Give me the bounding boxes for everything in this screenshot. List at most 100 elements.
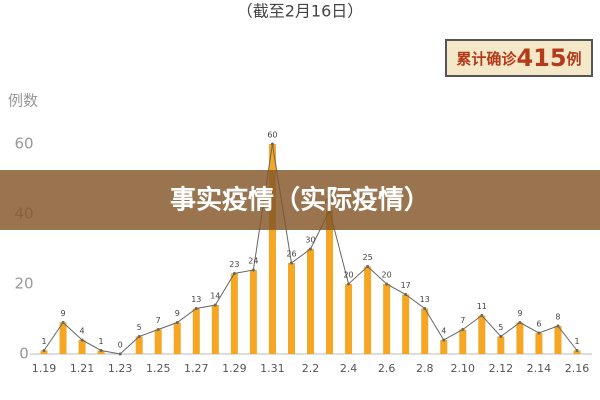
value-label: 1 — [41, 337, 46, 346]
badge: 累计确诊415例 — [445, 39, 593, 77]
point — [366, 265, 370, 268]
point — [347, 282, 351, 286]
value-label: 11 — [477, 302, 487, 311]
bar — [573, 350, 581, 354]
badge-box — [445, 39, 593, 77]
x-tick-label: 2.14 — [527, 362, 552, 375]
point — [99, 349, 103, 352]
x-tick-label: 1.29 — [222, 362, 247, 375]
bar — [59, 322, 67, 354]
bar — [440, 340, 448, 354]
value-label: 9 — [175, 309, 180, 318]
x-tick-label: 2.6 — [378, 362, 396, 375]
point — [480, 314, 484, 317]
value-label: 1 — [99, 337, 104, 346]
value-label: 20 — [382, 271, 392, 280]
bar — [345, 284, 353, 354]
bar — [249, 270, 257, 354]
value-label: 25 — [363, 253, 373, 262]
y-tick-label: 60 — [14, 135, 33, 153]
bar — [383, 284, 391, 354]
value-label: 9 — [517, 309, 522, 318]
point — [518, 321, 522, 324]
point — [232, 272, 236, 275]
bar — [154, 329, 162, 354]
x-tick-label: 1.23 — [108, 362, 133, 375]
bar — [307, 249, 314, 354]
y-axis-label: 例数 — [8, 92, 38, 110]
bar — [135, 336, 143, 354]
point — [556, 324, 560, 328]
x-tick-label: 2.10 — [451, 362, 476, 375]
value-label: 20 — [343, 271, 353, 280]
bar — [497, 336, 505, 354]
x-tick-label: 2.8 — [416, 362, 434, 375]
value-label: 8 — [555, 313, 560, 322]
x-tick-label: 1.21 — [70, 362, 95, 375]
bar — [478, 315, 486, 354]
point — [118, 352, 122, 356]
point — [575, 349, 579, 352]
point — [404, 293, 408, 296]
plot: 02040601.191.211.231.251.271.291.312.22.… — [14, 131, 589, 376]
value-label: 6 — [536, 320, 541, 329]
value-label: 9 — [60, 309, 65, 318]
bar — [326, 210, 334, 354]
x-tick-label: 1.19 — [32, 362, 57, 375]
point — [499, 335, 503, 338]
value-label: 23 — [229, 260, 239, 269]
point — [194, 307, 198, 310]
y-tick-label: 0 — [19, 345, 29, 363]
point — [137, 335, 141, 338]
banner — [0, 170, 600, 230]
y-tick-label: 20 — [14, 275, 33, 293]
point — [213, 303, 217, 307]
point — [442, 338, 446, 342]
point — [175, 321, 179, 324]
value-label: 26 — [286, 250, 296, 259]
bar — [421, 308, 429, 354]
bar — [230, 273, 238, 354]
bar — [535, 333, 543, 354]
bar — [192, 308, 200, 354]
value-label: 14 — [210, 292, 220, 301]
bar — [78, 340, 86, 354]
chart-title: （截至2月16日） — [237, 2, 364, 21]
badge-prefix: 累计确诊 — [456, 50, 517, 68]
bar — [211, 305, 219, 354]
bar — [97, 350, 105, 354]
point — [61, 321, 65, 324]
point — [80, 338, 84, 342]
value-label: 4 — [441, 327, 446, 336]
point — [270, 142, 274, 146]
bar — [173, 322, 181, 354]
value-label: 30 — [305, 236, 315, 245]
value-label: 7 — [156, 316, 161, 325]
value-label: 5 — [137, 323, 142, 332]
value-label: 60 — [267, 131, 277, 140]
value-label: 13 — [420, 295, 430, 304]
value-label: 0 — [118, 341, 123, 350]
bar — [287, 263, 295, 354]
badge-suffix: 例 — [567, 50, 582, 68]
point — [423, 307, 427, 310]
badge-text: 累计确诊415例 — [456, 44, 581, 72]
point — [461, 328, 465, 331]
value-label: 13 — [191, 295, 201, 304]
point — [289, 261, 293, 265]
bar — [554, 326, 562, 354]
x-tick-label: 2.2 — [302, 362, 320, 375]
bar — [459, 329, 467, 354]
badge-number: 415 — [516, 44, 566, 72]
value-label: 17 — [401, 281, 411, 290]
point — [251, 268, 255, 272]
bar — [516, 322, 524, 354]
value-label: 5 — [498, 323, 503, 332]
point — [309, 247, 312, 251]
x-tick-label: 2.16 — [565, 362, 590, 375]
point — [156, 328, 160, 331]
value-label: 1 — [574, 337, 579, 346]
value-label: 7 — [460, 316, 465, 325]
bar — [268, 144, 276, 354]
